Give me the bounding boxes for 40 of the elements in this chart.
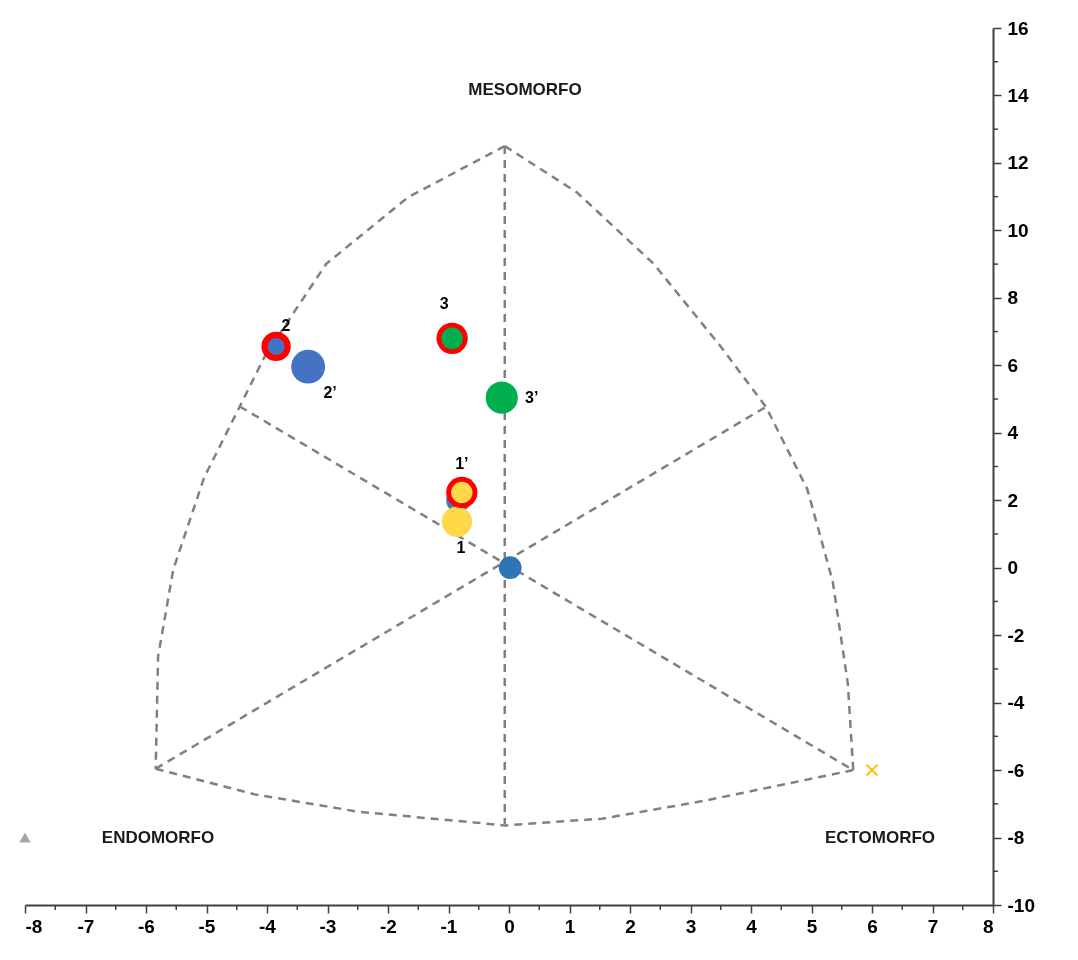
x-tick-label: 3 xyxy=(685,915,697,937)
x-tick-label: 7 xyxy=(927,915,939,937)
y-tick-label: -2 xyxy=(1007,624,1025,646)
x-tick-label: 0 xyxy=(504,915,515,937)
x-tick-label: -3 xyxy=(319,915,337,937)
y-tick-label: -6 xyxy=(1007,759,1025,781)
annotation: ENDOMORFO xyxy=(101,828,215,847)
annotation: 3 xyxy=(439,295,449,313)
x-tick-label: 5 xyxy=(806,915,818,937)
y-tick-label: 0 xyxy=(1007,557,1019,579)
y-tick-label: 10 xyxy=(1007,219,1029,241)
annotation: 2’ xyxy=(323,383,337,401)
annotation: 2 xyxy=(281,317,291,335)
x-tick-label: -1 xyxy=(440,915,458,937)
y-tick-label: 12 xyxy=(1007,152,1029,174)
x-tick-label: -4 xyxy=(259,915,277,937)
x-tick-label: 2 xyxy=(625,915,636,937)
x-tick-label: -5 xyxy=(198,915,216,937)
annotation: ECTOMORFO xyxy=(824,828,936,847)
x-tick-label: -8 xyxy=(25,915,43,937)
x-tick-label: 1 xyxy=(564,915,576,937)
x-tick-label: 4 xyxy=(746,915,758,937)
y-tick-label: -8 xyxy=(1007,827,1025,849)
y-tick-label: -10 xyxy=(1007,894,1035,916)
annotation: 3’ xyxy=(525,388,539,406)
x-tick-label: -6 xyxy=(138,915,155,937)
x-tick-label: -2 xyxy=(380,915,397,937)
y-tick-label: 14 xyxy=(1007,84,1030,106)
y-tick-label: 6 xyxy=(1007,354,1019,376)
annotation: 1’ xyxy=(455,455,469,473)
annotation: 1 xyxy=(456,538,466,556)
y-tick-label: 8 xyxy=(1007,287,1019,309)
y-tick-label: 16 xyxy=(1007,17,1029,39)
y-tick-label: 2 xyxy=(1007,489,1019,511)
y-tick-label: -4 xyxy=(1007,692,1025,714)
annotation: MESOMORFO xyxy=(468,80,582,99)
x-tick-label: -7 xyxy=(77,915,95,937)
x-tick-label: 6 xyxy=(867,915,878,937)
y-tick-label: 4 xyxy=(1007,422,1019,444)
x-tick-label: 8 xyxy=(982,915,994,937)
